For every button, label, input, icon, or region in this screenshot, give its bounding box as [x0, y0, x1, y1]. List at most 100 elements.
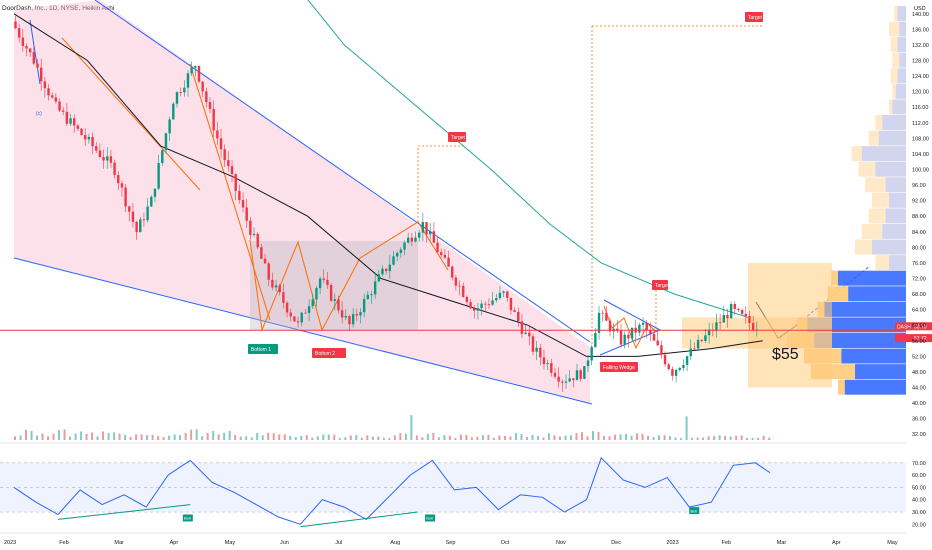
- candle-body: [480, 303, 483, 309]
- candle-body: [245, 207, 248, 221]
- candle-body: [80, 128, 83, 136]
- candle-body: [241, 200, 245, 208]
- wave-a-line[interactable]: [61, 37, 201, 191]
- candle-body: [230, 166, 234, 175]
- volume-bar: [663, 435, 666, 440]
- candle-body: [73, 118, 76, 126]
- time-tick-label: Nov: [556, 540, 566, 546]
- wave-b-line[interactable]: [189, 63, 271, 321]
- candle-body: [62, 110, 65, 112]
- candle-body: [109, 156, 113, 163]
- moving-average-line[interactable]: [13, 13, 763, 357]
- channel-lower-line[interactable]: [13, 257, 593, 405]
- candle-body: [590, 347, 593, 361]
- rsi-signal-badge[interactable]: [689, 507, 700, 515]
- volume-bar: [757, 437, 760, 440]
- time-axis[interactable]: 2023 Feb Mar Apr May Jun Jul Aug Sep Oct Nov Dec 202…: [0, 532, 906, 546]
- candle-body: [751, 322, 755, 330]
- price-tick-label: 84.00: [912, 230, 926, 236]
- volume-bar: [36, 435, 39, 440]
- rsi-signal-label: Bull: [184, 516, 191, 521]
- annotation-badge[interactable]: [312, 348, 346, 358]
- candle-body: [707, 329, 711, 336]
- time-tick-label: Mar: [114, 540, 124, 546]
- volume-bar: [547, 433, 550, 440]
- rsi-signal-badge[interactable]: [425, 514, 436, 522]
- volume-bar: [377, 436, 380, 440]
- candle-body: [91, 136, 94, 147]
- rsi-line[interactable]: [13, 456, 771, 525]
- candle-body: [186, 73, 190, 88]
- candle-body: [443, 254, 447, 258]
- volume-bar: [592, 431, 595, 440]
- candle-body: [748, 315, 751, 323]
- candle-body: [406, 237, 410, 243]
- candle-body: [671, 369, 674, 376]
- candle-body: [682, 364, 685, 368]
- price-tick-label: 56.00: [912, 339, 926, 345]
- volume-bar: [102, 431, 105, 440]
- candle-body: [597, 312, 601, 333]
- time-tick-label: Mar: [777, 540, 787, 546]
- time-tick-label: May: [887, 540, 898, 546]
- channel-upper-line[interactable]: [94, 0, 591, 343]
- volume-bar: [25, 429, 28, 440]
- rsi-tick-label: 70.00: [912, 461, 926, 467]
- profile-bar-sell: [890, 68, 898, 84]
- rsi-divergence-line[interactable]: [300, 511, 418, 528]
- annotation-badge[interactable]: [652, 280, 668, 290]
- wave-c-line[interactable]: [29, 19, 41, 85]
- candle-body: [583, 366, 586, 379]
- volume-bar: [272, 433, 275, 440]
- annotation-badge[interactable]: [448, 132, 466, 142]
- volume-bar: [691, 437, 694, 440]
- profile-bar-sell: [865, 177, 886, 193]
- candle-body: [322, 278, 325, 280]
- candle-body: [384, 268, 388, 272]
- candle-body: [263, 258, 267, 264]
- price-tag: [895, 322, 932, 331]
- price-tick-label: 48.00: [912, 370, 926, 376]
- volume-bar: [735, 435, 738, 440]
- volume-bar: [751, 438, 754, 440]
- price-tag: [895, 334, 932, 343]
- volume-bar: [80, 431, 83, 440]
- volume-bar: [525, 436, 528, 440]
- annotation-badge[interactable]: [600, 362, 638, 372]
- volume-bar: [448, 435, 451, 440]
- annotation-badge[interactable]: [745, 12, 763, 22]
- candle-body: [744, 313, 748, 316]
- profile-bar-buy: [897, 37, 906, 53]
- rsi-signal-badge[interactable]: [182, 514, 193, 522]
- volume-bar: [564, 435, 567, 440]
- candle-body: [194, 66, 197, 68]
- candle-body: [733, 303, 737, 309]
- profile-bar-buy: [814, 333, 906, 348]
- candle-body: [392, 256, 395, 265]
- candle-body: [344, 315, 347, 318]
- candle-body: [528, 332, 531, 337]
- volume-bar: [481, 435, 484, 440]
- volume-bar: [498, 435, 501, 440]
- profile-bar-sell: [892, 52, 900, 68]
- rsi-tick-label: 30.00: [912, 510, 926, 516]
- volume-bar: [641, 433, 644, 440]
- wedge-zigzag[interactable]: [603, 305, 657, 350]
- candle-body: [440, 252, 443, 255]
- candle-body: [506, 291, 509, 298]
- candle-body: [608, 320, 612, 332]
- volume-bar: [305, 435, 308, 440]
- candle-body: [553, 372, 557, 377]
- profile-bar-buy: [824, 301, 906, 317]
- volume-bar: [338, 438, 341, 440]
- profile-bar-sell: [861, 224, 883, 239]
- annotation-badge[interactable]: [248, 344, 278, 354]
- rsi-divergence-line[interactable]: [57, 504, 191, 520]
- candle-body: [348, 315, 351, 325]
- candle-body: [417, 232, 421, 238]
- volume-bar: [454, 438, 457, 440]
- volume-bar: [536, 435, 539, 440]
- volume-bar: [619, 434, 622, 440]
